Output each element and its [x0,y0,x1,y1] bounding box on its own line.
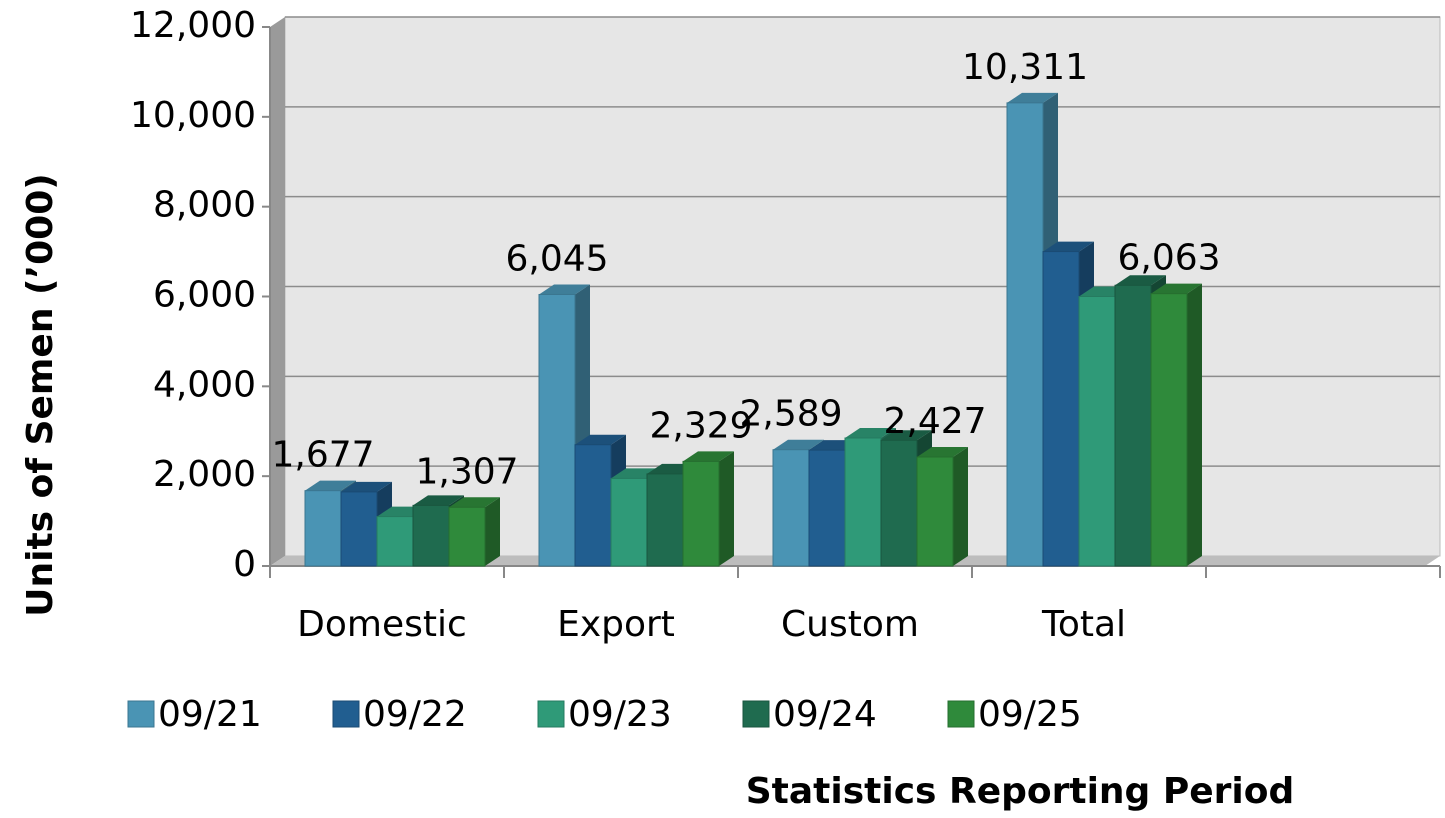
bar [1114,284,1152,567]
y-axis-title: Units of Semen (’000) [20,173,61,616]
y-tick-label: 2,000 [153,454,256,495]
bar [808,449,846,567]
x-tick-label: Total [1041,604,1126,645]
bar [1150,293,1188,567]
data-label: 2,589 [739,394,842,435]
data-label: 1,677 [271,435,374,476]
legend-label: 09/21 [158,694,262,735]
data-label: 2,427 [883,401,986,442]
bar-top [539,284,590,295]
bar [1006,102,1044,567]
side-wall [270,17,285,566]
y-tick-label: 6,000 [153,275,256,316]
bar [340,491,378,567]
bar [304,490,342,567]
legend-label: 09/25 [978,694,1082,735]
bar [448,506,486,567]
bar [1078,296,1116,567]
bar [772,449,810,567]
legend-swatch [127,700,155,728]
y-tick-label: 10,000 [130,95,256,136]
bar-side [485,497,500,566]
data-label: 2,329 [649,405,752,446]
legend-swatch [332,700,360,728]
bar [844,437,882,567]
data-label: 6,063 [1117,238,1220,279]
bar-side [719,451,734,566]
data-label: 10,311 [962,47,1088,88]
bar-top [305,480,356,491]
bar [610,477,648,567]
bar [412,504,450,567]
y-tick-label: 12,000 [130,5,256,46]
bar [682,460,720,567]
bar-top [341,481,392,492]
bar-top [413,495,464,506]
x-axis-title: Statistics Reporting Period [746,771,1295,812]
x-tick-label: Custom [781,604,919,645]
bar [538,293,576,567]
bar [1042,251,1080,567]
x-tick-label: Domestic [297,604,467,645]
bar-top [575,434,626,445]
legend-label: 09/22 [363,694,467,735]
data-label: 1,307 [415,451,518,492]
data-label: 6,045 [505,238,608,279]
bar-top [449,497,500,508]
x-tick-label: Export [557,604,675,645]
bar-side [953,446,968,566]
bar-side [1187,283,1202,566]
bar [880,439,918,567]
bar [376,516,414,567]
bar-top [881,430,932,441]
y-tick-label: 8,000 [153,185,256,226]
y-tick-label: 4,000 [153,364,256,405]
bar-top [1151,283,1202,294]
bar [916,456,954,567]
legend-swatch [947,700,975,728]
bar-top [845,427,896,438]
legend-swatch [742,700,770,728]
bar-top [917,446,968,457]
bar-top [1007,92,1058,103]
legend-swatch [537,700,565,728]
bar-top [773,439,824,450]
y-tick-label: 0 [233,544,256,585]
bar-top [683,451,734,462]
bar-top [1115,275,1166,286]
bar-top [1043,241,1094,252]
bar [574,444,612,567]
legend-label: 09/23 [568,694,672,735]
legend-label: 09/24 [773,694,877,735]
bar [646,473,684,567]
